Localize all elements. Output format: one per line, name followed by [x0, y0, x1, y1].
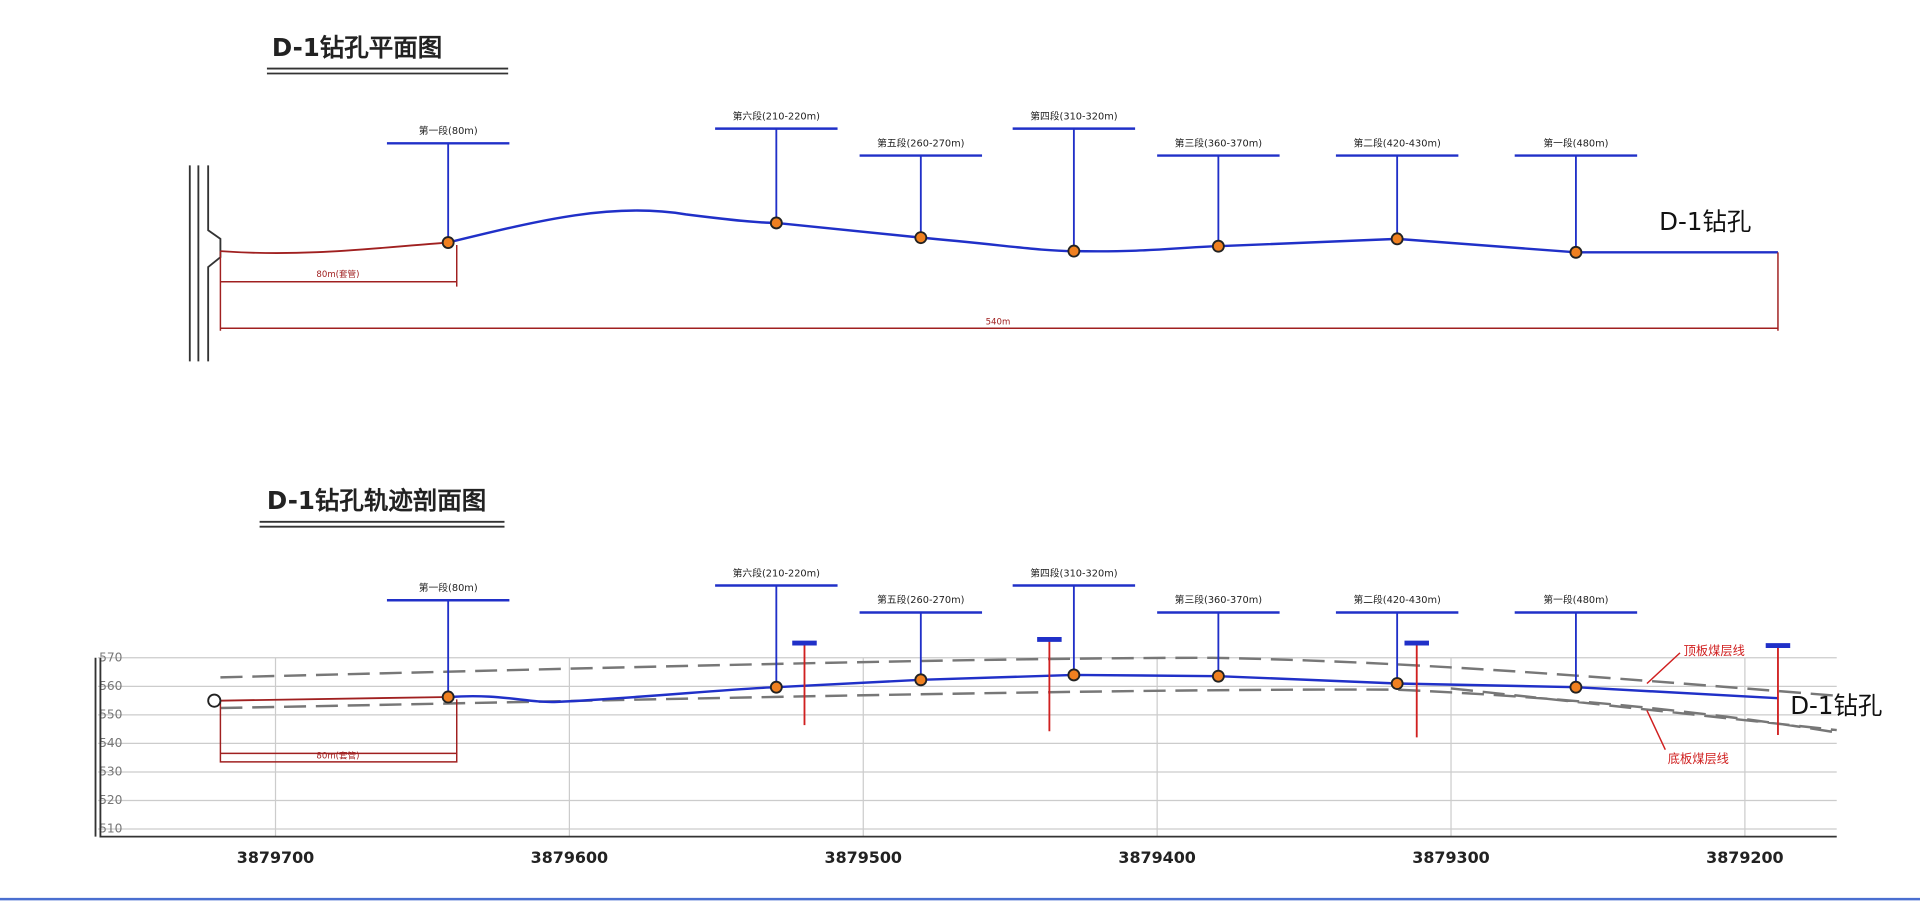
y-axis-label: 550 — [99, 707, 122, 721]
y-axis-label: 560 — [99, 679, 122, 693]
segment-point — [1569, 245, 1583, 259]
dimension-label: 80m(套管) — [316, 268, 359, 280]
segment-label: 第五段(260-270m) — [877, 136, 964, 149]
dimension-lines — [219, 244, 1779, 331]
segment-point — [1067, 668, 1081, 682]
casing-trace — [220, 696, 450, 702]
segment-label: 第五段(260-270m) — [877, 593, 964, 606]
roof-label: 顶板煤层线 — [1684, 644, 1745, 658]
y-axis-label: 540 — [99, 736, 122, 750]
segment-label: 第一段(480m) — [1543, 593, 1608, 606]
segment-point — [1211, 669, 1225, 683]
y-axis-label: 530 — [99, 764, 122, 778]
check-caps — [792, 636, 1791, 648]
segment-label: 第一段(80m) — [419, 124, 478, 137]
segment-point — [1067, 244, 1081, 258]
borehole-trace — [447, 209, 1778, 254]
segment-label: 第三段(360-370m) — [1175, 136, 1262, 149]
wall — [188, 165, 222, 362]
segment-label: 第一段(80m) — [419, 581, 478, 594]
segment-label: 第二段(420-430m) — [1353, 593, 1440, 606]
x-axis-label: 3879500 — [825, 848, 902, 867]
x-axis-label: 3879600 — [531, 848, 608, 867]
segment-label: 第三段(360-370m) — [1175, 593, 1262, 606]
grid: 570 560 550 540 530 520 510 3879700 3879600 38795… — [94, 650, 1837, 867]
dimension-label: 80m(套管) — [316, 749, 359, 761]
plan-title: D-1钻孔平面图 — [272, 33, 442, 62]
y-axis-label: 520 — [99, 793, 122, 807]
segment-label: 第六段(210-220m) — [733, 109, 820, 122]
segment-label: 第一段(480m) — [1543, 136, 1608, 149]
casing-trace — [220, 241, 449, 254]
segment-point — [1569, 680, 1583, 694]
segment-point — [1211, 239, 1225, 253]
y-axis-label: 510 — [99, 822, 122, 836]
x-axis-label: 3879200 — [1706, 848, 1783, 867]
x-axis-label: 3879700 — [237, 848, 314, 867]
segment-label: 第二段(420-430m) — [1353, 136, 1440, 149]
axis — [94, 657, 1837, 838]
segment-point — [441, 236, 455, 249]
segment-label: 第四段(310-320m) — [1030, 109, 1117, 122]
segment-point — [441, 690, 455, 704]
y-axis-label: 570 — [99, 650, 122, 664]
collar — [207, 693, 222, 708]
segment-point — [1390, 677, 1404, 690]
segment-label: 第六段(210-220m) — [733, 566, 820, 579]
segment-point — [769, 216, 783, 230]
borehole-label: D-1钻孔 — [1659, 207, 1751, 236]
leader-lines — [1646, 652, 1681, 750]
x-axis-label: 3879300 — [1412, 848, 1489, 867]
segment-point — [769, 680, 783, 694]
profile-title: D-1钻孔轨迹剖面图 — [267, 486, 486, 515]
dimension-label: 540m — [986, 318, 1011, 328]
borehole-label: D-1钻孔 — [1790, 691, 1882, 720]
segment-point — [1390, 232, 1404, 246]
floor-label: 底板煤层线 — [1668, 751, 1729, 766]
dimension-lines — [219, 699, 458, 763]
x-axis-label: 3879400 — [1118, 848, 1195, 867]
check-lines — [803, 639, 1779, 738]
segment-point — [914, 231, 928, 245]
segment-label: 第四段(310-320m) — [1030, 566, 1117, 579]
segment-point — [914, 673, 928, 687]
